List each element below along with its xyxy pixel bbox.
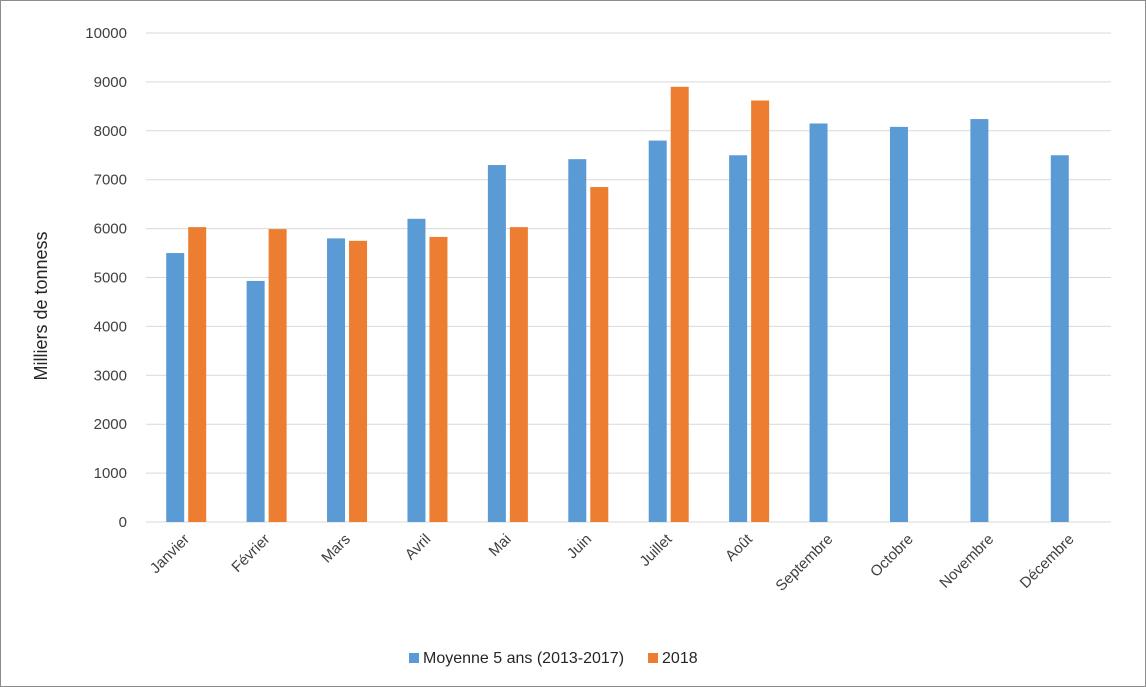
x-tick-label: Août	[722, 530, 756, 564]
y-tick-label: 0	[119, 514, 127, 531]
y-tick-label: 3000	[94, 367, 127, 384]
y-axis-label: Milliers de tonness	[31, 231, 51, 380]
bar-2018-6	[670, 86, 689, 522]
bar-moyenne-10	[970, 119, 989, 523]
bar-2018-7	[751, 100, 770, 523]
legend: Moyenne 5 ans (2013-2017) 2018	[409, 650, 698, 667]
bar-moyenne-3	[407, 218, 426, 522]
y-tick-label: 4000	[94, 318, 127, 335]
y-tick-label: 8000	[94, 123, 127, 140]
y-axis-ticks: 0 1000 2000 3000 4000 5000 6000 7000 8000 9000 100…	[85, 25, 127, 531]
bar-moyenne-7	[729, 155, 748, 522]
bar-2018-4	[509, 227, 528, 522]
bar-2018-5	[590, 187, 609, 522]
y-tick-label: 7000	[94, 172, 127, 189]
gridlines	[146, 32, 1111, 523]
legend-swatch-0	[409, 653, 419, 663]
y-tick-label: 2000	[94, 416, 127, 433]
bar-moyenne-2	[327, 238, 346, 522]
bar-moyenne-9	[889, 126, 908, 522]
x-tick-label: Avril	[402, 531, 434, 563]
legend-swatch-1	[648, 653, 659, 663]
x-tick-label: Décembre	[1017, 531, 1078, 592]
x-tick-label: Juillet	[636, 530, 676, 570]
y-tick-label: 9000	[94, 74, 127, 91]
bar-moyenne-5	[568, 159, 587, 523]
bar-moyenne-0	[166, 253, 185, 523]
bar-2018-3	[429, 236, 448, 522]
x-tick-label: Octobre	[867, 531, 917, 581]
bar-moyenne-1	[246, 280, 265, 522]
bar-2018-1	[268, 229, 287, 523]
legend-label-1: 2018	[662, 650, 698, 667]
bar-moyenne-6	[648, 140, 667, 522]
bar-moyenne-4	[487, 165, 506, 522]
x-tick-label: Juin	[564, 531, 595, 562]
y-tick-label: 1000	[94, 465, 127, 482]
x-tick-label: Septembre	[772, 531, 836, 595]
x-tick-label: Février	[228, 531, 273, 576]
x-axis-ticks: Janvier Février Mars Avril Mai Juin Juillet Aoû…	[147, 530, 1078, 594]
bar-2018-2	[349, 240, 368, 522]
y-tick-label: 6000	[94, 221, 127, 238]
y-tick-label: 10000	[85, 25, 127, 42]
bar-moyenne-11	[1050, 155, 1069, 522]
bar-moyenne-8	[809, 123, 828, 522]
bar-2018-0	[188, 227, 207, 522]
legend-label-0: Moyenne 5 ans (2013-2017)	[423, 650, 624, 667]
x-tick-label: Novembre	[936, 531, 997, 592]
bars	[166, 86, 1069, 523]
y-tick-label: 5000	[94, 270, 127, 287]
x-tick-label: Mars	[318, 531, 354, 567]
x-tick-label: Janvier	[147, 531, 193, 577]
x-tick-label: Mai	[486, 531, 515, 560]
